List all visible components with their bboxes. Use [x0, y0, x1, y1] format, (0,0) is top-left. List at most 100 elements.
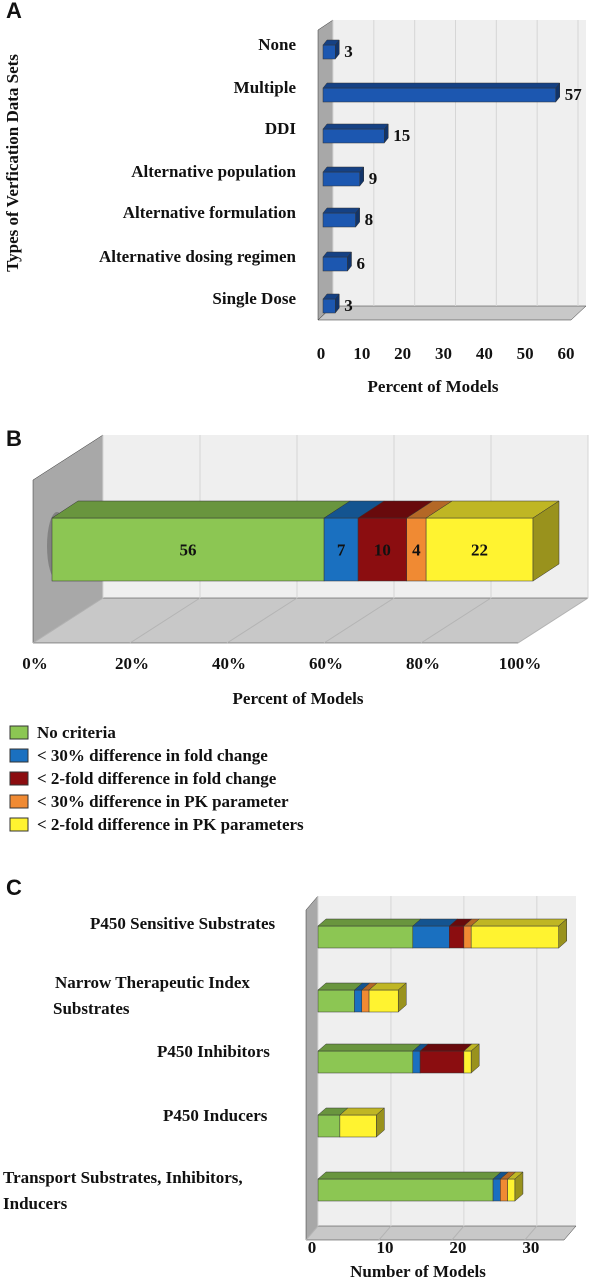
panel-c-segment — [506, 1171, 524, 1202]
panel-a-x-tick-label: 50 — [517, 344, 534, 363]
panel-b-floor-gridline — [32, 597, 104, 644]
panel-a-data-label: 9 — [369, 169, 378, 188]
panel-c-segment-front — [339, 1114, 377, 1138]
panel-b-floor-gridline — [420, 597, 492, 644]
panel-c-segment-front — [361, 989, 370, 1013]
panel-b-segment-label: 7 — [337, 541, 346, 560]
panel-a-bar — [322, 207, 361, 228]
panel-c-segment-top — [317, 1043, 422, 1052]
panel-a-x-tick-label: 0 — [317, 344, 326, 363]
panel-b-floor-gridline — [323, 597, 395, 644]
panel-a-category-label: None — [258, 35, 296, 54]
panel-a-bar — [322, 82, 561, 103]
panel-c-floor-gridline — [305, 1225, 319, 1241]
panel-c-segment-side — [514, 1171, 524, 1202]
legend-entry: < 30% difference in fold change — [37, 746, 268, 765]
panel-a-bar — [322, 166, 365, 187]
legend-swatch — [9, 794, 29, 809]
panel-c-segment — [368, 982, 407, 1013]
panel-c-category-label: P450 Inducers — [163, 1106, 268, 1125]
panel-b-x-tick-label: 20% — [115, 654, 149, 673]
panel-a-bar-side — [555, 82, 560, 103]
panel-c-segment — [317, 1171, 502, 1202]
panel-c-floor-gridline — [451, 1225, 465, 1241]
panel-c-segment-front — [412, 925, 450, 949]
panel-b-segment-label: 4 — [412, 541, 421, 560]
panel-c-segment — [419, 1043, 473, 1074]
panel-a-bar-side — [335, 39, 340, 60]
panel-b-segment-front — [425, 517, 534, 582]
panel-a-y-axis-label: Types of Verfication Data Sets — [3, 54, 22, 272]
panel-a-category-label: Single Dose — [212, 289, 296, 308]
panel-a-data-label: 15 — [393, 126, 410, 145]
panel-b-segment-top — [51, 500, 351, 519]
panel-c-segment-top — [317, 1171, 502, 1180]
panel-c-segment — [339, 1107, 386, 1138]
panel-c-category-label: Substrates — [53, 999, 130, 1018]
panel-c-category-label: Inducers — [3, 1194, 68, 1213]
panel-c-x-tick-label: 10 — [376, 1238, 393, 1257]
panel-a-category-label: DDI — [265, 119, 297, 138]
panel-c-segment-front — [500, 1178, 508, 1202]
panel-a-x-tick-label: 20 — [394, 344, 411, 363]
panel-a-x-tick-label: 30 — [435, 344, 452, 363]
panel-c-x-tick-label: 0 — [308, 1238, 317, 1257]
panel-c-segment-front — [492, 1178, 501, 1202]
panel-c-segment-front — [317, 1050, 414, 1074]
panel-b-segment-front — [51, 517, 325, 582]
panel-a-bar — [322, 39, 340, 60]
panel-b-x-tick-label: 100% — [499, 654, 542, 673]
panel-a-x-tick-label: 40 — [476, 344, 493, 363]
panel-c-segment — [492, 1171, 510, 1202]
panel-a-x-axis-label: Percent of Models — [368, 377, 499, 396]
panel-b-segment — [51, 500, 351, 582]
panel-c-segment-side — [470, 1043, 480, 1074]
panel-a-data-label: 6 — [357, 254, 366, 273]
panel-c-segment-front — [412, 1050, 421, 1074]
panel-a-data-label: 3 — [344, 296, 353, 315]
panel-a-category-label: Alternative formulation — [123, 203, 297, 222]
panel-c-segment — [317, 1043, 422, 1074]
legend-swatch — [9, 771, 29, 786]
panel-a-x-tick-label: 60 — [558, 344, 575, 363]
panel-a-bar — [322, 251, 353, 272]
legend-entry: No criteria — [37, 723, 116, 742]
panel-b-x-axis-label: Percent of Models — [233, 689, 364, 708]
panel-b-x-tick-label: 40% — [212, 654, 246, 673]
panel-c-segment-top — [317, 918, 422, 927]
panel-b-segment-label: 56 — [180, 541, 197, 560]
panel-a-bar-side — [347, 251, 352, 272]
panel-c: C 0 10 20 30 Number of Models P450 Sensitive S… — [3, 875, 577, 1280]
panel-a-data-label: 57 — [565, 85, 583, 104]
panel-a-category-label: Alternative population — [131, 162, 296, 181]
panel-c-category-label: Narrow Therapeutic Index — [55, 973, 250, 992]
panel-c-segment-side — [376, 1107, 385, 1138]
panel-b-segment-front — [357, 517, 407, 582]
panel-a-x-tick-label: 10 — [353, 344, 370, 363]
panel-c-segment-front — [317, 1178, 494, 1202]
panel-a-bar-top — [322, 251, 353, 258]
panel-b-floor-gridline — [226, 597, 298, 644]
panel-c-segment-front — [507, 1178, 516, 1202]
panel-a-bar-side — [355, 207, 360, 228]
panel-c-segment-front — [317, 989, 355, 1013]
panel-a-bar-front — [322, 212, 356, 228]
panel-a-floor — [317, 305, 587, 321]
panel-a-label: A — [6, 0, 22, 23]
panel-c-category-label: P450 Inhibitors — [157, 1042, 270, 1061]
panel-b-segment-side — [532, 500, 560, 582]
panel-a-bar-front — [322, 128, 385, 144]
panel-c-x-tick-label: 30 — [522, 1238, 539, 1257]
panel-c-category-label: P450 Sensitive Substrates — [90, 914, 276, 933]
panel-c-segment-side — [558, 918, 567, 949]
panel-b-label: B — [6, 426, 22, 451]
panel-c-segment — [463, 1043, 480, 1074]
panel-c-segment-front — [317, 1114, 341, 1138]
panel-a-bar — [322, 293, 340, 314]
panel-c-x-tick-label: 20 — [449, 1238, 466, 1257]
panel-b-segment — [323, 500, 385, 582]
panel-c-label: C — [6, 875, 22, 900]
panel-c-side-wall — [305, 895, 319, 1241]
legend-entry: < 30% difference in PK parameter — [37, 792, 289, 811]
